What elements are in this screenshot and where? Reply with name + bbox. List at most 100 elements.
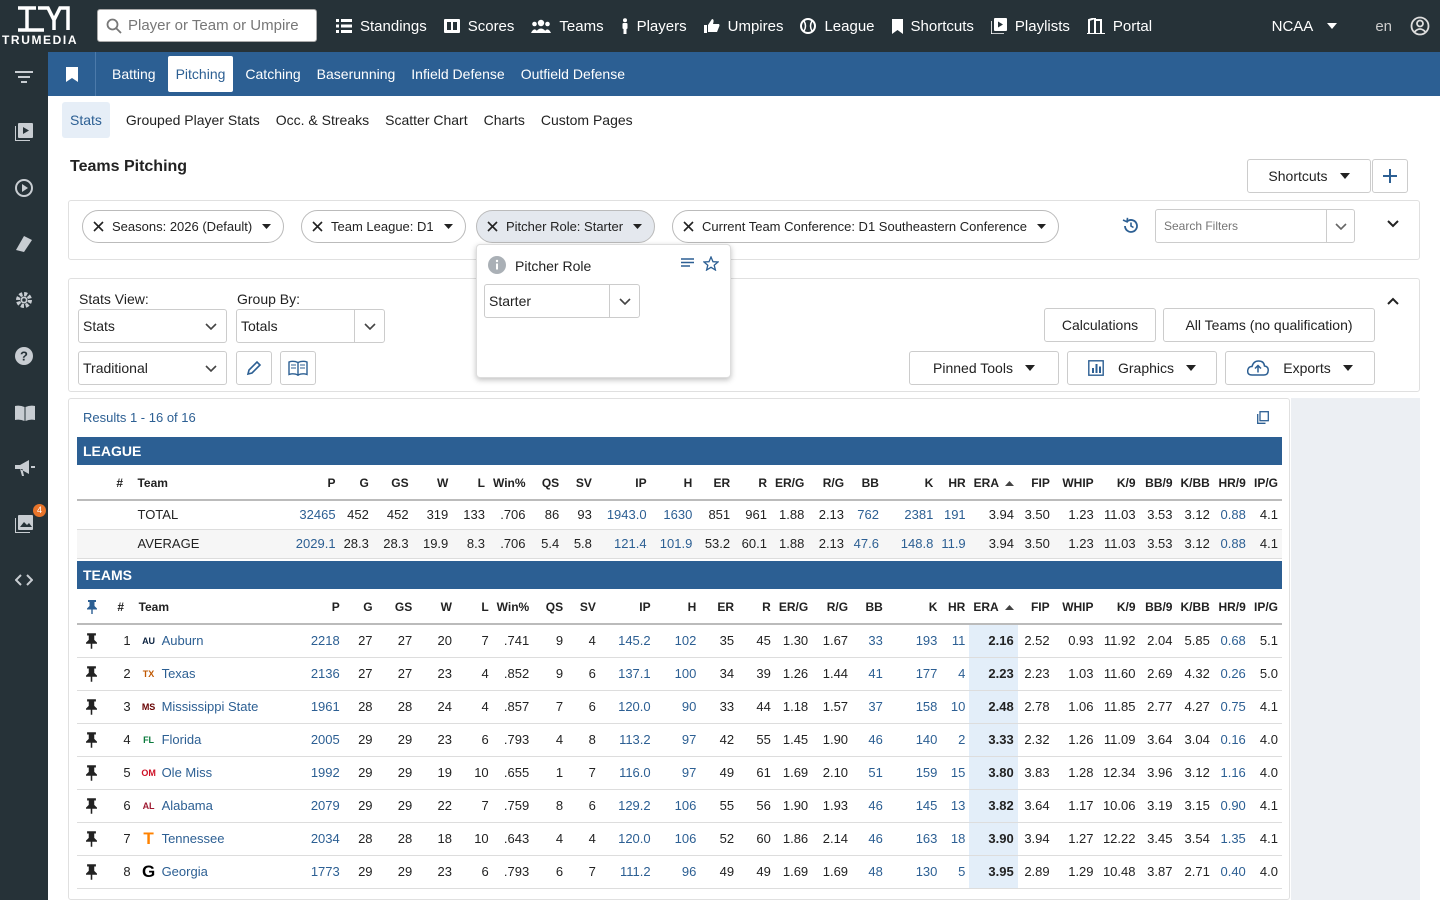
pin-row-button[interactable]: [77, 789, 107, 823]
column-header-hr[interactable]: HR: [941, 591, 970, 625]
column-header-qs[interactable]: QS: [529, 467, 564, 501]
pin-row-button[interactable]: [77, 723, 107, 757]
pin-row-button[interactable]: [77, 855, 107, 889]
info-icon[interactable]: [488, 256, 506, 274]
column-header-bb[interactable]: BB: [848, 467, 883, 501]
column-header-bb9[interactable]: BB/9: [1139, 591, 1177, 625]
chevron-down-icon[interactable]: [1387, 220, 1399, 228]
stat-ip[interactable]: 111.2: [599, 855, 655, 889]
stat-hr9[interactable]: 0.26: [1213, 657, 1250, 691]
stat-ip[interactable]: 121.4: [595, 529, 651, 559]
column-header-k9[interactable]: K/9: [1097, 467, 1140, 501]
pin-row-button[interactable]: [77, 624, 107, 658]
reset-history-icon[interactable]: [1122, 217, 1140, 235]
column-header-hr9[interactable]: HR/9: [1213, 591, 1250, 625]
tab-infield-defense[interactable]: Infield Defense: [411, 66, 505, 82]
column-header-sv[interactable]: SV: [567, 591, 600, 625]
team-name[interactable]: Texas: [161, 666, 196, 681]
column-header-h[interactable]: H: [654, 591, 701, 625]
close-icon[interactable]: [683, 221, 694, 232]
stat-hr9[interactable]: 0.68: [1213, 624, 1250, 658]
team-link[interactable]: MS Mississippi State: [139, 697, 288, 717]
stat-hr9[interactable]: 0.88: [1213, 500, 1250, 530]
nav-players[interactable]: Players: [621, 18, 687, 35]
nav-shortcuts[interactable]: Shortcuts: [891, 18, 974, 35]
column-header-k[interactable]: K: [886, 591, 942, 625]
filter-chip-team-league[interactable]: Team League: D1: [301, 210, 466, 243]
stat-h[interactable]: 90: [654, 690, 701, 724]
pinned-tools-dropdown[interactable]: Pinned Tools: [909, 351, 1059, 385]
stat-h[interactable]: 100: [654, 657, 701, 691]
column-header-er[interactable]: ER: [696, 467, 735, 501]
stat-bb[interactable]: 41: [852, 657, 887, 691]
edit-preset-button[interactable]: [236, 351, 272, 385]
column-header-bb[interactable]: BB: [852, 591, 887, 625]
team-cell[interactable]: OM Ole Miss: [134, 756, 293, 790]
team-link[interactable]: OM Ole Miss: [139, 763, 288, 783]
nav-playlists[interactable]: Playlists: [990, 18, 1070, 35]
column-header-team[interactable]: Team: [133, 467, 288, 501]
stat-ip[interactable]: 120.0: [599, 690, 655, 724]
search-filters-input[interactable]: [1156, 211, 1326, 241]
stat-ip[interactable]: 120.0: [599, 822, 655, 856]
column-header-rg[interactable]: R/G: [812, 591, 853, 625]
subtab-stats[interactable]: Stats: [62, 102, 110, 138]
pin-row-button[interactable]: [77, 822, 107, 856]
stat-bb[interactable]: 46: [852, 822, 887, 856]
group-by-select[interactable]: Totals: [236, 309, 385, 343]
search-input[interactable]: [128, 17, 308, 34]
stat-hr[interactable]: 5: [941, 855, 970, 889]
stat-hr9[interactable]: 0.90: [1213, 789, 1250, 823]
stat-k[interactable]: 177: [886, 657, 942, 691]
team-cell[interactable]: TX Texas: [134, 657, 293, 691]
stat-bb[interactable]: 46: [852, 789, 887, 823]
video-library-icon[interactable]: [15, 123, 33, 141]
column-header-gs[interactable]: GS: [372, 467, 413, 501]
stat-hr[interactable]: 191: [937, 500, 970, 530]
play-circle-icon[interactable]: [15, 179, 33, 197]
team-cell[interactable]: G Georgia: [134, 855, 293, 889]
team-cell[interactable]: AU Auburn: [134, 624, 293, 658]
stat-p[interactable]: 1773: [292, 855, 344, 889]
stat-hr9[interactable]: 1.16: [1213, 756, 1250, 790]
subtab-scatter-chart[interactable]: Scatter Chart: [385, 112, 468, 128]
stat-k[interactable]: 145: [886, 789, 942, 823]
column-header-ip[interactable]: IP: [595, 467, 651, 501]
team-link[interactable]: AL Alabama: [139, 796, 288, 816]
account-icon[interactable]: [1410, 16, 1430, 36]
column-header-whip[interactable]: WHIP: [1053, 591, 1098, 625]
stat-h[interactable]: 106: [654, 789, 701, 823]
subtab-grouped-player-stats[interactable]: Grouped Player Stats: [125, 112, 260, 128]
column-header-p[interactable]: P: [292, 591, 344, 625]
stat-p[interactable]: 2029.1: [287, 529, 340, 559]
stat-ip[interactable]: 116.0: [599, 756, 655, 790]
stat-k[interactable]: 163: [886, 822, 942, 856]
column-header-bb9[interactable]: BB/9: [1139, 467, 1177, 501]
add-shortcut-button[interactable]: [1372, 159, 1408, 193]
nav-teams[interactable]: Teams: [531, 18, 604, 35]
stat-h[interactable]: 97: [654, 723, 701, 757]
team-name[interactable]: Florida: [161, 732, 202, 747]
column-header-winpct[interactable]: Win%: [492, 591, 534, 625]
nav-league[interactable]: League: [800, 18, 875, 35]
help-icon[interactable]: ?: [15, 347, 33, 365]
column-header-winpct[interactable]: Win%: [488, 467, 530, 501]
stat-k[interactable]: 130: [886, 855, 942, 889]
column-header-h[interactable]: H: [650, 467, 697, 501]
team-name[interactable]: Mississippi State: [161, 699, 259, 714]
stat-bb[interactable]: 37: [852, 690, 887, 724]
team-cell[interactable]: T Tennessee: [134, 822, 293, 856]
stat-h[interactable]: 97: [654, 756, 701, 790]
close-icon[interactable]: [487, 221, 498, 232]
subtab-custom-pages[interactable]: Custom Pages: [540, 112, 633, 128]
stat-p[interactable]: 2079: [292, 789, 344, 823]
stat-preset-select[interactable]: Traditional: [78, 351, 227, 385]
column-header-ipg[interactable]: IP/G: [1249, 467, 1282, 501]
nav-standings[interactable]: Standings: [336, 18, 427, 35]
stat-hr[interactable]: 2: [941, 723, 970, 757]
team-name[interactable]: Tennessee: [161, 831, 225, 846]
column-header-gs[interactable]: GS: [376, 591, 417, 625]
nav-umpires[interactable]: Umpires: [703, 18, 783, 35]
column-header-kbb[interactable]: K/BB: [1176, 467, 1214, 501]
close-icon[interactable]: [312, 221, 323, 232]
